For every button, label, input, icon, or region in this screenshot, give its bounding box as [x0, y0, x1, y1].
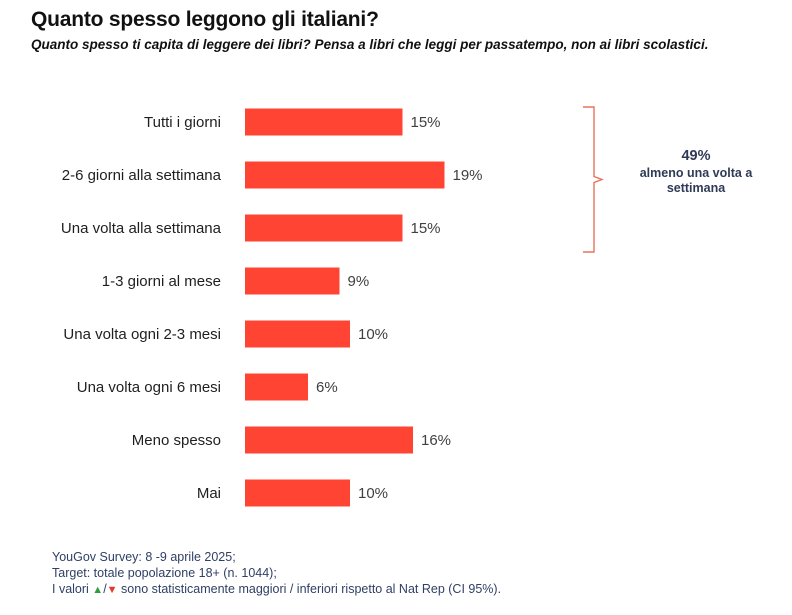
category-label: 2-6 giorni alla settimana	[62, 167, 222, 184]
annotation-value: 49%	[681, 148, 711, 164]
category-label: Una volta alla settimana	[61, 220, 222, 237]
bar	[245, 267, 340, 295]
bar	[245, 373, 308, 401]
annotation-bracket	[583, 106, 604, 253]
category-label: Una volta ogni 2-3 mesi	[63, 326, 221, 343]
category-label: Tutti i giorni	[144, 114, 221, 131]
category-label: Una volta ogni 6 mesi	[77, 379, 221, 396]
value-label: 10%	[358, 485, 388, 502]
value-label: 15%	[411, 220, 441, 237]
bar	[245, 214, 403, 242]
bar	[245, 479, 350, 507]
annotation-text: almeno una volta a settimana	[639, 166, 753, 195]
value-label: 10%	[358, 326, 388, 343]
annotation-callout: 49% almeno una volta a settimana	[612, 146, 780, 196]
footer-notes: YouGov Survey: 8 -9 aprile 2025; Target:…	[52, 549, 501, 598]
footer-target: Target: totale popolazione 18+ (n. 1044)…	[52, 566, 277, 580]
footer-significance-prefix: I valori	[52, 582, 93, 596]
footer-significance: I valori ▲/▼ sono statisticamente maggio…	[52, 581, 501, 598]
category-label: Mai	[197, 485, 221, 502]
value-label: 16%	[421, 432, 451, 449]
footer-source: YouGov Survey: 8 -9 aprile 2025;	[52, 550, 236, 564]
down-arrow-icon: ▼	[106, 584, 118, 596]
footer-significance-suffix: sono statisticamente maggiori / inferior…	[117, 582, 502, 596]
bar	[245, 161, 445, 189]
up-arrow-icon: ▲	[92, 584, 104, 596]
footer-separator: /	[103, 582, 107, 596]
chart-title: Quanto spesso leggono gli italiani?	[31, 8, 379, 31]
value-label: 19%	[453, 167, 483, 184]
category-label: Meno spesso	[132, 432, 221, 449]
value-label: 9%	[348, 273, 370, 290]
category-label: 1-3 giorni al mese	[102, 273, 221, 290]
value-label: 15%	[411, 114, 441, 131]
bar	[245, 320, 350, 348]
chart-subtitle: Quanto spesso ti capita di leggere dei l…	[31, 37, 709, 52]
bar	[245, 108, 403, 136]
value-label: 6%	[316, 379, 338, 396]
bar-chart: Tutti i giorni 15% 2-6 giorni alla settima…	[61, 106, 604, 507]
bar	[245, 426, 413, 454]
